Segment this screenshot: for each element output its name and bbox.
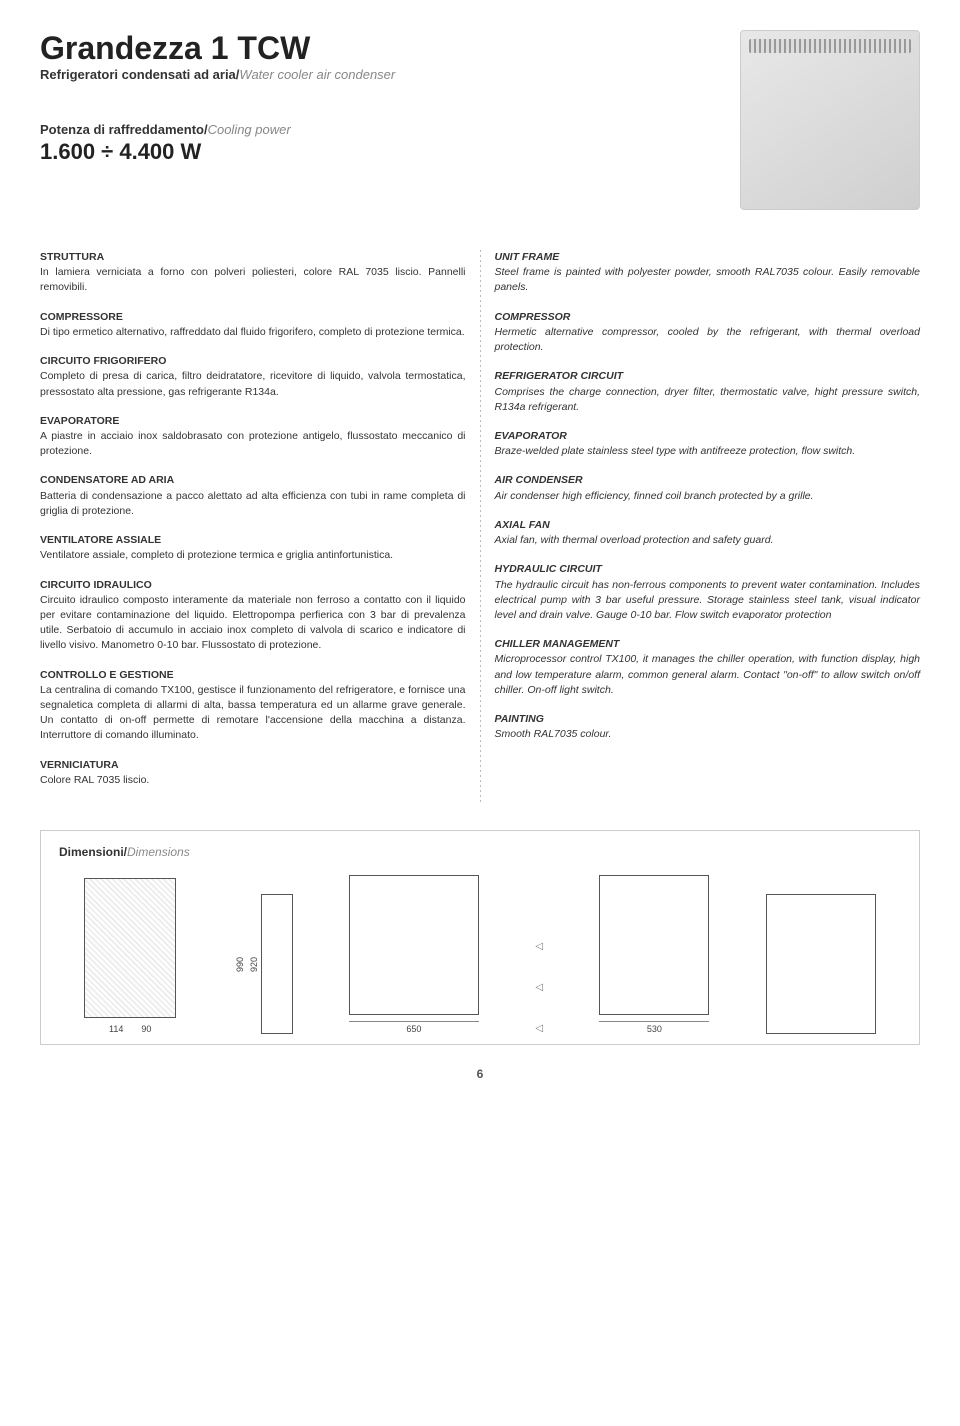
section-heading: CONDENSATORE AD ARIA [40,473,466,488]
airflow-arrows: ◁ ◁ ◁ [535,941,543,1034]
section-heading: AIR CONDENSER [495,473,921,488]
drawing-detail-view [766,894,876,1034]
spec-section: VENTILATORE ASSIALEVentilatore assiale, … [40,533,466,563]
section-body: Air condenser high efficiency, finned co… [495,489,921,504]
spec-section: UNIT FRAMESteel frame is painted with po… [495,250,921,296]
power-value: 1.600 ÷ 4.400 W [40,139,740,165]
spec-section: REFRIGERATOR CIRCUITComprises the charge… [495,369,921,415]
section-body: Comprises the charge connection, dryer f… [495,385,921,415]
section-body: La centralina di comando TX100, gestisce… [40,683,466,744]
spec-section: CIRCUITO FRIGORIFEROCompleto di presa di… [40,354,466,400]
drawing-side-with-dims: 990 920 [233,894,293,1034]
dim-front-width: 650 [349,1021,479,1034]
section-heading: UNIT FRAME [495,250,921,265]
power-label-en: Cooling power [208,122,291,137]
spec-section: COMPRESSOREDi tipo ermetico alternativo,… [40,310,466,340]
spec-section: VERNICIATURAColore RAL 7035 liscio. [40,758,466,788]
section-heading: PAINTING [495,712,921,727]
drawings-row: 114 90 990 920 650 ◁ ◁ ◁ 530 [59,875,901,1034]
section-heading: CHILLER MANAGEMENT [495,637,921,652]
section-body: Ventilatore assiale, completo di protezi… [40,548,466,563]
section-body: Batteria di condensazione a pacco aletta… [40,489,466,519]
page-title: Grandezza 1 TCW [40,30,740,67]
section-body: Circuito idraulico composto interamente … [40,593,466,654]
drawing-side-view [261,894,293,1034]
section-body: The hydraulic circuit has non-ferrous co… [495,578,921,624]
title-block: Grandezza 1 TCW Refrigeratori condensati… [40,30,740,165]
drawing-rect [766,894,876,1034]
section-heading: COMPRESSORE [40,310,466,325]
content-columns: STRUTTURAIn lamiera verniciata a forno c… [40,250,920,802]
spec-section: HYDRAULIC CIRCUITThe hydraulic circuit h… [495,562,921,623]
section-body: In lamiera verniciata a forno con polver… [40,265,466,295]
spec-section: AIR CONDENSERAir condenser high efficien… [495,473,921,503]
section-body: Colore RAL 7035 liscio. [40,773,466,788]
section-heading: REFRIGERATOR CIRCUIT [495,369,921,384]
dim-base: 114 [109,1024,123,1034]
section-body: Di tipo ermetico alternativo, raffreddat… [40,325,466,340]
spec-section: COMPRESSORHermetic alternative compresso… [495,310,921,356]
section-heading: EVAPORATOR [495,429,921,444]
section-body: Axial fan, with thermal overload protect… [495,533,921,548]
column-divider [480,250,481,802]
header-row: Grandezza 1 TCW Refrigeratori condensati… [40,30,920,210]
arrow-icon: ◁ [535,941,543,952]
arrow-icon: ◁ [535,982,543,993]
section-heading: COMPRESSOR [495,310,921,325]
dims-base-row: 114 90 [109,1024,151,1034]
section-heading: VENTILATORE ASSIALE [40,533,466,548]
spec-section: EVAPORATOREA piastre in acciaio inox sal… [40,414,466,460]
drawing-rect [261,894,293,1034]
dim-height-1: 990 [233,955,247,974]
section-body: Microprocessor control TX100, it manages… [495,652,921,698]
section-heading: CONTROLLO E GESTIONE [40,668,466,683]
dim-height-2: 920 [247,955,261,974]
section-body: Smooth RAL7035 colour. [495,727,921,742]
subtitle-en: Water cooler air condenser [239,67,395,82]
drawing-rect [349,875,479,1015]
section-body: Braze-welded plate stainless steel type … [495,444,921,459]
section-heading: VERNICIATURA [40,758,466,773]
power-label: Potenza di raffreddamento/Cooling power [40,122,740,137]
spec-section: CHILLER MANAGEMENTMicroprocessor control… [495,637,921,698]
drawing-front-view: 650 [349,875,479,1034]
spec-section: AXIAL FANAxial fan, with thermal overloa… [495,518,921,548]
spec-section: STRUTTURAIn lamiera verniciata a forno c… [40,250,466,296]
subtitle-it: Refrigeratori condensati ad aria/ [40,67,239,82]
section-heading: AXIAL FAN [495,518,921,533]
column-italian: STRUTTURAIn lamiera verniciata a forno c… [40,250,466,802]
section-body: Hermetic alternative compressor, cooled … [495,325,921,355]
dims-title-en: Dimensions [127,845,190,859]
section-body: A piastre in acciaio inox saldobrasato c… [40,429,466,459]
drawing-back-view: 530 [599,875,709,1034]
spec-section: CIRCUITO IDRAULICOCircuito idraulico com… [40,578,466,654]
spec-section: PAINTINGSmooth RAL7035 colour. [495,712,921,742]
section-heading: CIRCUITO IDRAULICO [40,578,466,593]
arrow-icon: ◁ [535,1023,543,1034]
spec-section: CONDENSATORE AD ARIABatteria di condensa… [40,473,466,519]
subtitle: Refrigeratori condensati ad aria/Water c… [40,67,740,82]
dimensions-title: Dimensioni/Dimensions [59,845,901,859]
dimensions-panel: Dimensioni/Dimensions 114 90 990 920 650… [40,830,920,1045]
dim-back-width: 530 [599,1021,709,1034]
product-image [740,30,920,210]
spec-section: CONTROLLO E GESTIONELa centralina di com… [40,668,466,744]
section-heading: HYDRAULIC CIRCUIT [495,562,921,577]
section-body: Completo di presa di carica, filtro deid… [40,369,466,399]
spec-section: EVAPORATORBraze-welded plate stainless s… [495,429,921,459]
section-heading: STRUTTURA [40,250,466,265]
drawing-top-view: 114 90 [84,878,176,1034]
page-number: 6 [40,1067,920,1081]
drawing-rect [599,875,709,1015]
power-label-it: Potenza di raffreddamento/ [40,122,208,137]
section-heading: EVAPORATORE [40,414,466,429]
drawing-rect [84,878,176,1018]
section-heading: CIRCUITO FRIGORIFERO [40,354,466,369]
section-body: Steel frame is painted with polyester po… [495,265,921,295]
dims-title-it: Dimensioni/ [59,845,127,859]
dim-side-width: 90 [141,1024,151,1034]
column-english: UNIT FRAMESteel frame is painted with po… [495,250,921,802]
